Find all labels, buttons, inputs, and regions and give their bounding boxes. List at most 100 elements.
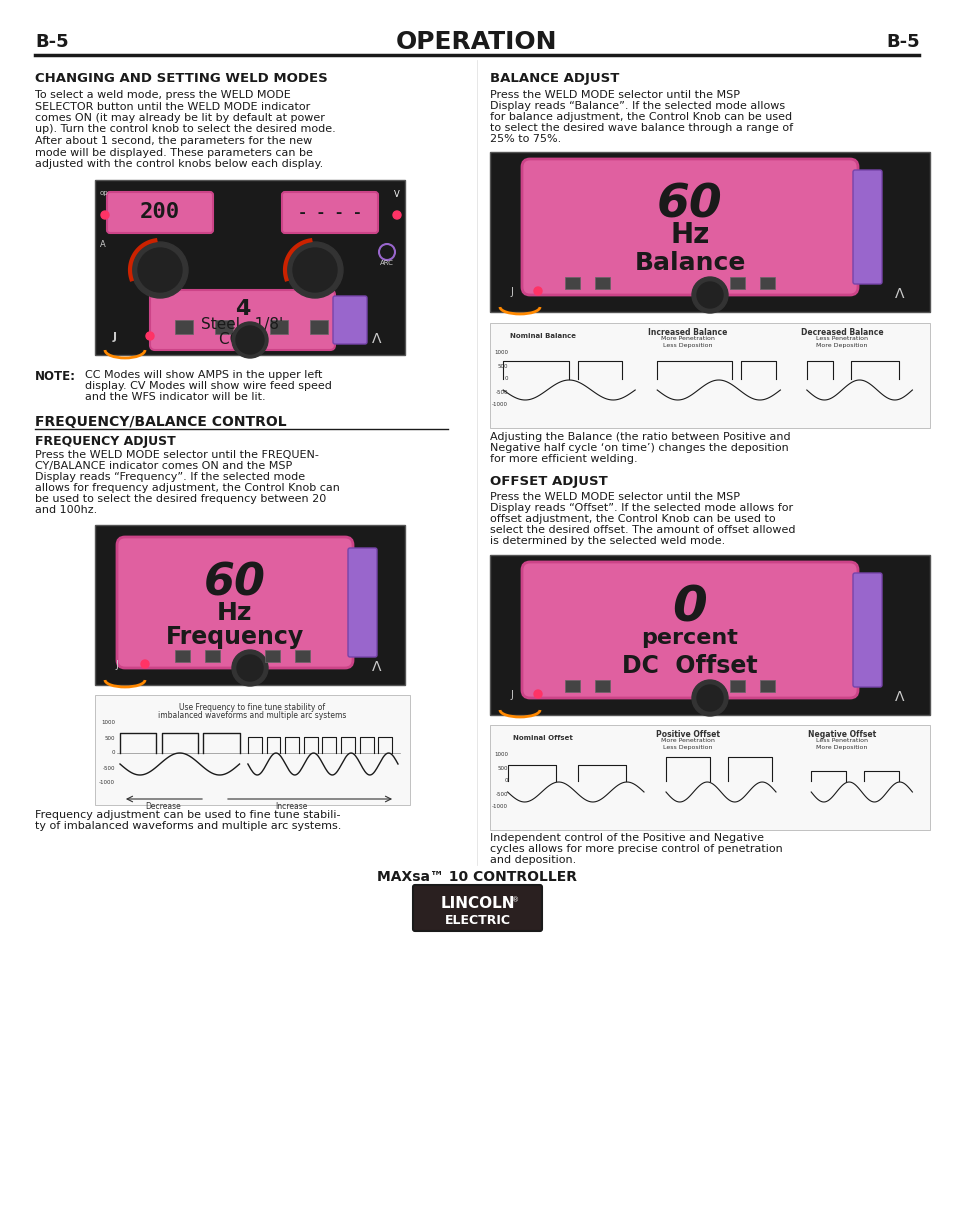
Text: 500: 500 [497, 363, 507, 368]
Text: - - - -: - - - - [297, 205, 361, 220]
Text: and the WFS indicator will be lit.: and the WFS indicator will be lit. [85, 391, 265, 402]
Circle shape [697, 282, 722, 308]
Text: -1000: -1000 [492, 402, 507, 407]
Text: 0: 0 [504, 778, 507, 784]
Text: 0: 0 [504, 377, 507, 382]
FancyBboxPatch shape [150, 290, 335, 350]
Text: allows for frequency adjustment, the Control Knob can: allows for frequency adjustment, the Con… [35, 483, 339, 493]
Text: V: V [394, 190, 399, 199]
Text: 1000: 1000 [494, 752, 507, 757]
Bar [174, 320, 193, 334]
Text: CC Modes will show AMPS in the upper left: CC Modes will show AMPS in the upper lef… [85, 371, 322, 380]
FancyBboxPatch shape [413, 885, 541, 931]
Text: FREQUENCY ADJUST: FREQUENCY ADJUST [35, 436, 175, 448]
Text: 500: 500 [497, 766, 507, 771]
Text: Hz: Hz [217, 601, 253, 625]
Bar [595, 277, 609, 290]
Text: NOTE:: NOTE: [35, 371, 76, 383]
Circle shape [293, 248, 336, 292]
Circle shape [235, 326, 264, 355]
Text: Hz: Hz [670, 221, 709, 249]
Text: -1000: -1000 [492, 805, 507, 810]
Circle shape [697, 685, 722, 710]
Text: OFFSET ADJUST: OFFSET ADJUST [490, 475, 607, 488]
Text: Positive Offset: Positive Offset [656, 730, 720, 739]
Text: -500: -500 [495, 389, 507, 395]
Text: Λ: Λ [894, 690, 903, 704]
Text: Frequency: Frequency [166, 625, 304, 649]
Text: 25% to 75%.: 25% to 75%. [490, 134, 560, 144]
Text: CHANGING AND SETTING WELD MODES: CHANGING AND SETTING WELD MODES [35, 72, 328, 85]
Text: and 100hz.: and 100hz. [35, 506, 97, 515]
Bar [729, 277, 744, 290]
Text: B-5: B-5 [35, 33, 69, 52]
Text: Press the WELD MODE selector until the MSP: Press the WELD MODE selector until the M… [490, 492, 740, 502]
Text: Less Penetration: Less Penetration [815, 737, 867, 744]
Text: Nominal Offset: Nominal Offset [513, 735, 572, 741]
FancyBboxPatch shape [521, 160, 857, 294]
Text: 60: 60 [204, 562, 266, 605]
Text: OPERATION: OPERATION [395, 29, 558, 54]
Text: More Penetration: More Penetration [660, 737, 714, 744]
Bar [564, 277, 579, 290]
Text: display. CV Modes will show wire feed speed: display. CV Modes will show wire feed sp… [85, 382, 332, 391]
FancyBboxPatch shape [521, 562, 857, 698]
Text: More Penetration: More Penetration [660, 336, 714, 341]
Text: After about 1 second, the parameters for the new: After about 1 second, the parameters for… [35, 136, 312, 146]
Text: 500: 500 [105, 735, 115, 741]
Text: 0: 0 [112, 751, 115, 756]
Text: 4: 4 [234, 299, 250, 319]
Text: percent: percent [640, 628, 738, 648]
Text: Display reads “Balance”. If the selected mode allows: Display reads “Balance”. If the selected… [490, 101, 784, 110]
Bar [760, 277, 774, 290]
Text: for more efficient welding.: for more efficient welding. [490, 454, 637, 464]
Bar [490, 555, 929, 715]
Circle shape [236, 655, 263, 681]
Text: B-5: B-5 [885, 33, 919, 52]
Text: 200: 200 [140, 202, 180, 222]
Text: J: J [510, 690, 513, 699]
Text: Steel   1/8': Steel 1/8' [201, 318, 283, 333]
Bar [310, 320, 328, 334]
Text: Adjusting the Balance (the ratio between Positive and: Adjusting the Balance (the ratio between… [490, 432, 790, 442]
Text: mode will be displayed. These parameters can be: mode will be displayed. These parameters… [35, 147, 313, 157]
Bar [95, 694, 410, 805]
Text: comes ON (it may already be lit by default at power: comes ON (it may already be lit by defau… [35, 113, 325, 123]
Text: and deposition.: and deposition. [490, 855, 576, 865]
Circle shape [138, 248, 182, 292]
Circle shape [101, 211, 109, 218]
Text: ELECTRIC: ELECTRIC [444, 913, 510, 926]
FancyBboxPatch shape [852, 573, 882, 687]
Bar [174, 650, 190, 663]
Text: Decrease: Decrease [145, 802, 181, 811]
Text: Less Deposition: Less Deposition [662, 344, 712, 348]
Text: -500: -500 [495, 791, 507, 796]
Text: Use Frequency to fine tune stability of: Use Frequency to fine tune stability of [179, 703, 325, 712]
Text: DC  Offset: DC Offset [621, 654, 757, 679]
Text: SELECTOR button until the WELD MODE indicator: SELECTOR button until the WELD MODE indi… [35, 102, 310, 112]
Text: Press the WELD MODE selector until the MSP: Press the WELD MODE selector until the M… [490, 90, 740, 99]
Circle shape [146, 333, 153, 340]
Text: imbalanced waveforms and multiple arc systems: imbalanced waveforms and multiple arc sy… [158, 710, 346, 720]
Text: LINCOLN: LINCOLN [439, 897, 515, 912]
Text: Λ: Λ [894, 287, 903, 301]
Text: CY/BALANCE indicator comes ON and the MSP: CY/BALANCE indicator comes ON and the MS… [35, 461, 292, 471]
Bar [265, 650, 280, 663]
Text: op: op [100, 190, 109, 196]
Text: Increased Balance: Increased Balance [648, 328, 727, 337]
Text: Negative Offset: Negative Offset [807, 730, 875, 739]
FancyBboxPatch shape [348, 548, 376, 656]
Circle shape [141, 660, 149, 667]
Circle shape [393, 211, 400, 218]
Text: A: A [100, 240, 106, 249]
Text: BALANCE ADJUST: BALANCE ADJUST [490, 72, 618, 85]
Text: select the desired offset. The amount of offset allowed: select the desired offset. The amount of… [490, 525, 795, 535]
Text: 0: 0 [672, 584, 706, 632]
Text: FREQUENCY/BALANCE CONTROL: FREQUENCY/BALANCE CONTROL [35, 415, 286, 429]
FancyBboxPatch shape [333, 296, 367, 344]
Text: Display reads “Frequency”. If the selected mode: Display reads “Frequency”. If the select… [35, 472, 305, 482]
Text: up). Turn the control knob to select the desired mode.: up). Turn the control knob to select the… [35, 124, 335, 135]
Bar [564, 680, 579, 692]
Text: ARC: ARC [379, 260, 394, 266]
FancyBboxPatch shape [117, 537, 353, 667]
